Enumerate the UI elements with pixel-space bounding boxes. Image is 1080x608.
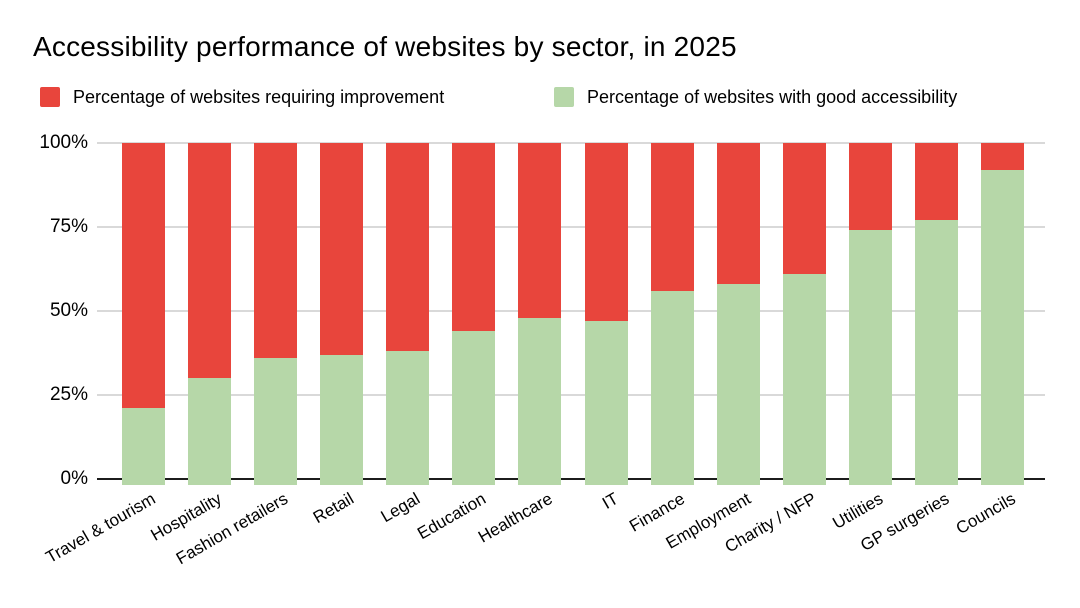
bar-segment-requiring-improvement: [650, 143, 694, 291]
bar-segment-requiring-improvement: [915, 143, 959, 221]
bar-column: [308, 143, 374, 485]
bar-column: [705, 143, 771, 485]
bar-segment-good-accessibility: [253, 358, 297, 485]
legend-label-requiring-improvement: Percentage of websites requiring improve…: [73, 87, 445, 107]
y-axis-tick-label: 75%: [49, 216, 88, 237]
bar-segment-good-accessibility: [915, 220, 959, 485]
bar-segment-good-accessibility: [187, 378, 231, 485]
gridline: [97, 142, 1045, 144]
bar-segment-good-accessibility: [981, 169, 1025, 485]
bar-segment-good-accessibility: [452, 331, 496, 485]
x-axis-label: Councils: [952, 489, 1019, 539]
bar-column: [441, 143, 507, 485]
x-axis-labels: Travel & tourism Hospitality Fashion retai…: [42, 487, 1036, 605]
gridline: [97, 310, 1045, 312]
bar-segment-requiring-improvement: [584, 143, 628, 322]
bar-segment-requiring-improvement: [121, 143, 165, 409]
legend-item-good-accessibility: Percentage of websites with good accessi…: [554, 86, 957, 108]
bar-segment-requiring-improvement: [716, 143, 760, 285]
bar-segment-good-accessibility: [650, 290, 694, 485]
legend-swatch-red: [40, 87, 60, 107]
bar-segment-requiring-improvement: [253, 143, 297, 359]
bar-segment-requiring-improvement: [319, 143, 363, 355]
legend: Percentage of websites requiring improve…: [0, 86, 1080, 110]
bar-segment-requiring-improvement: [386, 143, 430, 352]
y-axis-tick-label: 100%: [39, 132, 88, 153]
x-axis-baseline: [97, 477, 1045, 480]
bar-column: [771, 143, 837, 485]
bar-column: [110, 143, 176, 485]
bar-column: [970, 143, 1036, 485]
bar-column: [639, 143, 705, 485]
bar-segment-good-accessibility: [584, 321, 628, 485]
x-axis-label: Healthcare: [474, 489, 556, 547]
chart-title: Accessibility performance of websites by…: [33, 31, 737, 62]
bar-segment-requiring-improvement: [187, 143, 231, 379]
bar-segment-good-accessibility: [319, 354, 363, 485]
gridline: [97, 394, 1045, 396]
y-axis-tick-label: 25%: [49, 384, 88, 405]
bar-column: [176, 143, 242, 485]
bar-segment-requiring-improvement: [981, 143, 1025, 170]
bar-segment-requiring-improvement: [849, 143, 893, 231]
bar-segment-good-accessibility: [518, 317, 562, 485]
gridline: [97, 226, 1045, 228]
bar-column: [573, 143, 639, 485]
bar-segment-good-accessibility: [849, 230, 893, 485]
bar-column: [507, 143, 573, 485]
bar-column: [904, 143, 970, 485]
x-axis-label: Travel & tourism: [42, 489, 159, 568]
y-axis-tick-label: 0%: [60, 468, 88, 489]
bar-segment-good-accessibility: [386, 351, 430, 485]
legend-swatch-green: [554, 87, 574, 107]
x-axis-label: Fashion retailers: [172, 489, 291, 569]
bar-segment-good-accessibility: [121, 408, 165, 485]
bar-segment-requiring-improvement: [452, 143, 496, 332]
legend-item-requiring-improvement: Percentage of websites requiring improve…: [40, 86, 444, 108]
bar-segment-good-accessibility: [782, 274, 826, 485]
legend-label-good-accessibility: Percentage of websites with good accessi…: [587, 87, 958, 107]
y-axis-tick-label: 50%: [49, 300, 88, 321]
bars-area: [110, 143, 1036, 485]
bar-column: [838, 143, 904, 485]
bar-column: [242, 143, 308, 485]
x-axis-label: Legal: [377, 489, 424, 527]
bar-segment-good-accessibility: [716, 284, 760, 485]
x-axis-label: IT: [598, 489, 622, 514]
bar-segment-requiring-improvement: [782, 143, 826, 275]
bar-segment-requiring-improvement: [518, 143, 562, 318]
x-axis-label: Retail: [309, 489, 357, 528]
bar-column: [375, 143, 441, 485]
